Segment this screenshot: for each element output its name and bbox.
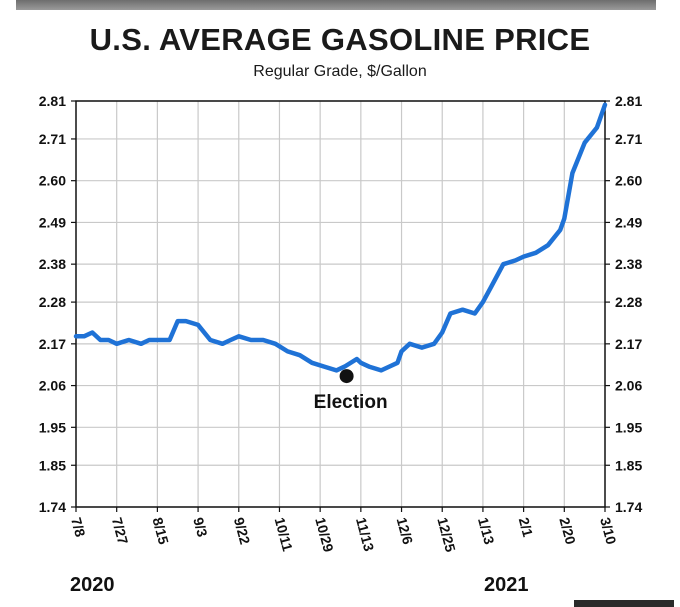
y-tick-label-left: 2.81 — [39, 93, 66, 109]
top-banner-strip — [16, 0, 656, 10]
y-tick-label-left: 2.17 — [39, 336, 66, 352]
series-group — [73, 102, 608, 373]
y-tick-label-right: 2.81 — [615, 93, 642, 109]
chart-subtitle: Regular Grade, $/Gallon — [253, 63, 427, 80]
y-tick-label-right: 1.85 — [615, 457, 642, 473]
election-marker-dot — [339, 369, 354, 384]
x-tick-label: 9/3 — [190, 516, 211, 539]
x-tick-label: 2/20 — [556, 516, 579, 547]
x-tick-label: 10/11 — [272, 516, 296, 553]
y-tick-label-right: 1.95 — [615, 419, 642, 435]
x-tick-label: 9/22 — [231, 516, 254, 547]
x-tick-label: 8/15 — [149, 516, 172, 547]
y-axis-left: 2.81 2.71 2.60 2.49 2.38 2.28 2.17 2.06 1.95 1.85… — [39, 93, 76, 515]
x-tick-label: 2/1 — [516, 516, 537, 539]
y-tick-label-right: 2.28 — [615, 294, 642, 310]
y-tick-label-left: 2.49 — [39, 214, 66, 230]
annotation-group: Election — [314, 369, 388, 413]
x-tick-label: 7/8 — [68, 516, 89, 539]
y-tick-label-right: 2.38 — [615, 256, 642, 272]
y-tick-label-left: 2.60 — [39, 173, 66, 189]
y-tick-label-left: 2.06 — [39, 378, 66, 394]
election-annotation-label: Election — [314, 392, 388, 413]
plot-frame — [75, 100, 606, 508]
x-tick-label: 10/29 — [312, 516, 337, 554]
y-tick-label-right: 2.49 — [615, 214, 642, 230]
y-tick-label-left: 2.38 — [39, 256, 66, 272]
grid-lines — [76, 100, 605, 508]
x-tick-label: 7/27 — [109, 516, 132, 547]
y-tick-label-right: 2.17 — [615, 336, 642, 352]
y-tick-label-left: 1.85 — [39, 457, 66, 473]
y-tick-label-right: 2.60 — [615, 173, 642, 189]
y-tick-label-right: 1.74 — [615, 499, 642, 515]
x-tick-label: 1/13 — [475, 516, 498, 547]
y-tick-label-right: 2.06 — [615, 378, 642, 394]
x-tick-label: 12/6 — [394, 516, 417, 547]
y-tick-label-left: 1.74 — [39, 499, 66, 515]
year-label-2021: 2021 — [484, 574, 529, 596]
y-tick-label-left: 2.71 — [39, 131, 66, 147]
watermark-strip — [574, 600, 674, 607]
chart-title: U.S. AVERAGE GASOLINE PRICE — [89, 22, 591, 57]
y-tick-label-right: 2.71 — [615, 131, 642, 147]
y-tick-label-left: 1.95 — [39, 419, 66, 435]
year-label-2020: 2020 — [70, 574, 115, 596]
x-axis: 7/8 7/27 8/15 9/3 9/22 10/11 10/29 11/13 12/6 12/… — [68, 507, 620, 554]
y-tick-label-left: 2.28 — [39, 294, 66, 310]
x-tick-label: 3/10 — [597, 516, 620, 547]
x-tick-label: 11/13 — [353, 516, 377, 553]
y-axis-right: 2.81 2.71 2.60 2.49 2.38 2.28 2.17 2.06 1.95 1.85… — [605, 93, 642, 515]
x-tick-label: 12/25 — [434, 516, 459, 554]
series-line-gasoline-price — [73, 102, 608, 373]
